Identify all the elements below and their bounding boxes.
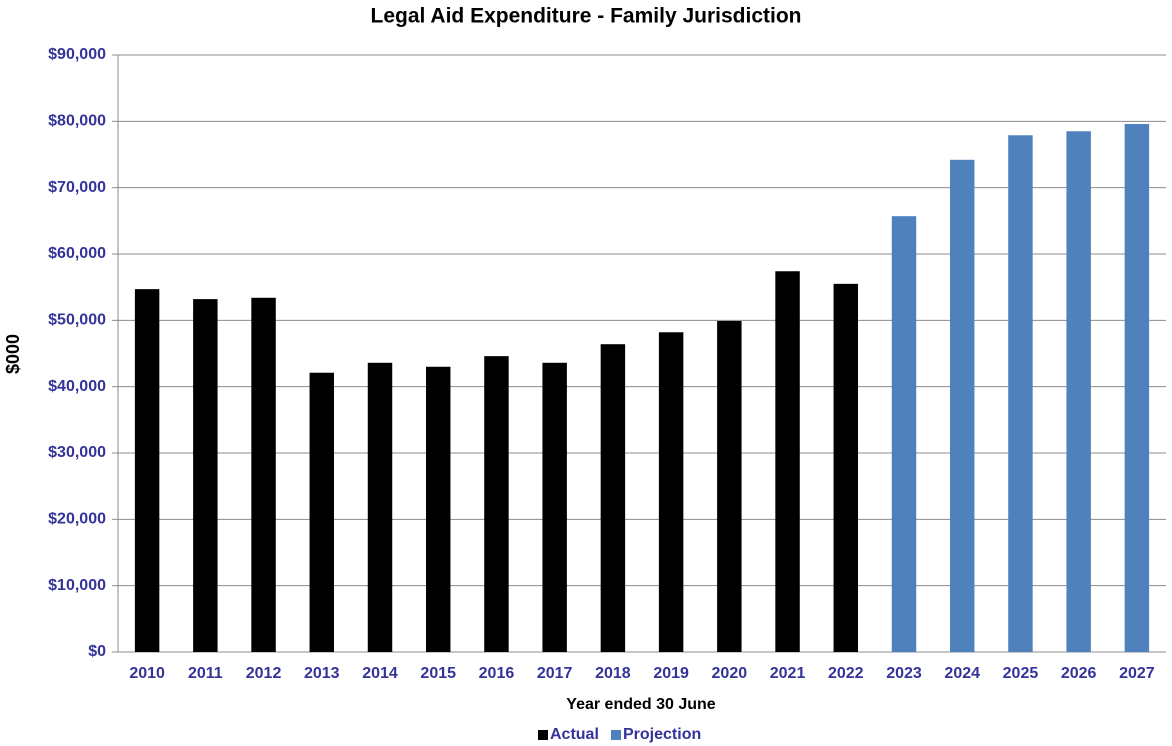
x-axis-label: Year ended 30 June — [566, 696, 716, 713]
bar — [833, 283, 859, 652]
x-tick-label: 2010 — [129, 665, 165, 682]
x-tick-label: 2012 — [246, 665, 282, 682]
x-tick-label: 2026 — [1061, 665, 1097, 682]
y-tick-label: $30,000 — [48, 444, 106, 461]
y-tick-label: $60,000 — [48, 245, 106, 262]
y-tick-label: $80,000 — [48, 113, 106, 130]
y-tick-label: $0 — [88, 643, 106, 660]
x-tick-label: 2022 — [828, 665, 864, 682]
bar — [775, 271, 800, 652]
bar — [251, 297, 276, 652]
bar — [1008, 135, 1033, 653]
bar — [367, 362, 393, 652]
x-tick-label: 2013 — [304, 665, 340, 682]
x-tick-label: 2027 — [1119, 665, 1155, 682]
x-tick-label: 2014 — [362, 665, 398, 682]
x-tick-label: 2017 — [537, 665, 573, 682]
bar — [425, 366, 451, 652]
bar — [891, 216, 917, 652]
legend-swatch — [538, 730, 548, 740]
bar — [717, 320, 742, 652]
legend-swatch — [611, 730, 621, 740]
x-tick-label: 2011 — [188, 665, 223, 682]
x-tick-label: 2021 — [770, 665, 806, 682]
x-tick-label: 2025 — [1003, 665, 1039, 682]
chart-title: Legal Aid Expenditure - Family Jurisdict… — [371, 5, 802, 28]
bar — [949, 159, 975, 652]
x-tick-label: 2023 — [886, 665, 922, 682]
bar — [1124, 123, 1150, 652]
bar — [658, 332, 684, 652]
x-tick-label: 2024 — [944, 665, 980, 682]
x-tick-label: 2019 — [653, 665, 689, 682]
bar — [1066, 131, 1091, 653]
x-tick-label: 2018 — [595, 665, 631, 682]
y-tick-label: $50,000 — [48, 312, 106, 329]
bar — [193, 299, 218, 652]
y-tick-label: $10,000 — [48, 577, 106, 594]
x-tick-label: 2015 — [420, 665, 456, 682]
legend-label: Projection — [623, 726, 701, 743]
y-tick-label: $70,000 — [48, 179, 106, 196]
y-tick-label: $90,000 — [48, 46, 106, 63]
x-tick-label: 2016 — [479, 665, 515, 682]
y-axis-label: $000 — [3, 334, 23, 374]
bar — [542, 362, 567, 652]
bar — [309, 372, 335, 652]
bar — [134, 289, 160, 652]
y-tick-label: $40,000 — [48, 378, 106, 395]
x-tick-label: 2020 — [712, 665, 748, 682]
bar — [484, 356, 509, 652]
bar — [600, 344, 626, 652]
y-tick-label: $20,000 — [48, 511, 106, 528]
legend-label: Actual — [550, 726, 599, 743]
